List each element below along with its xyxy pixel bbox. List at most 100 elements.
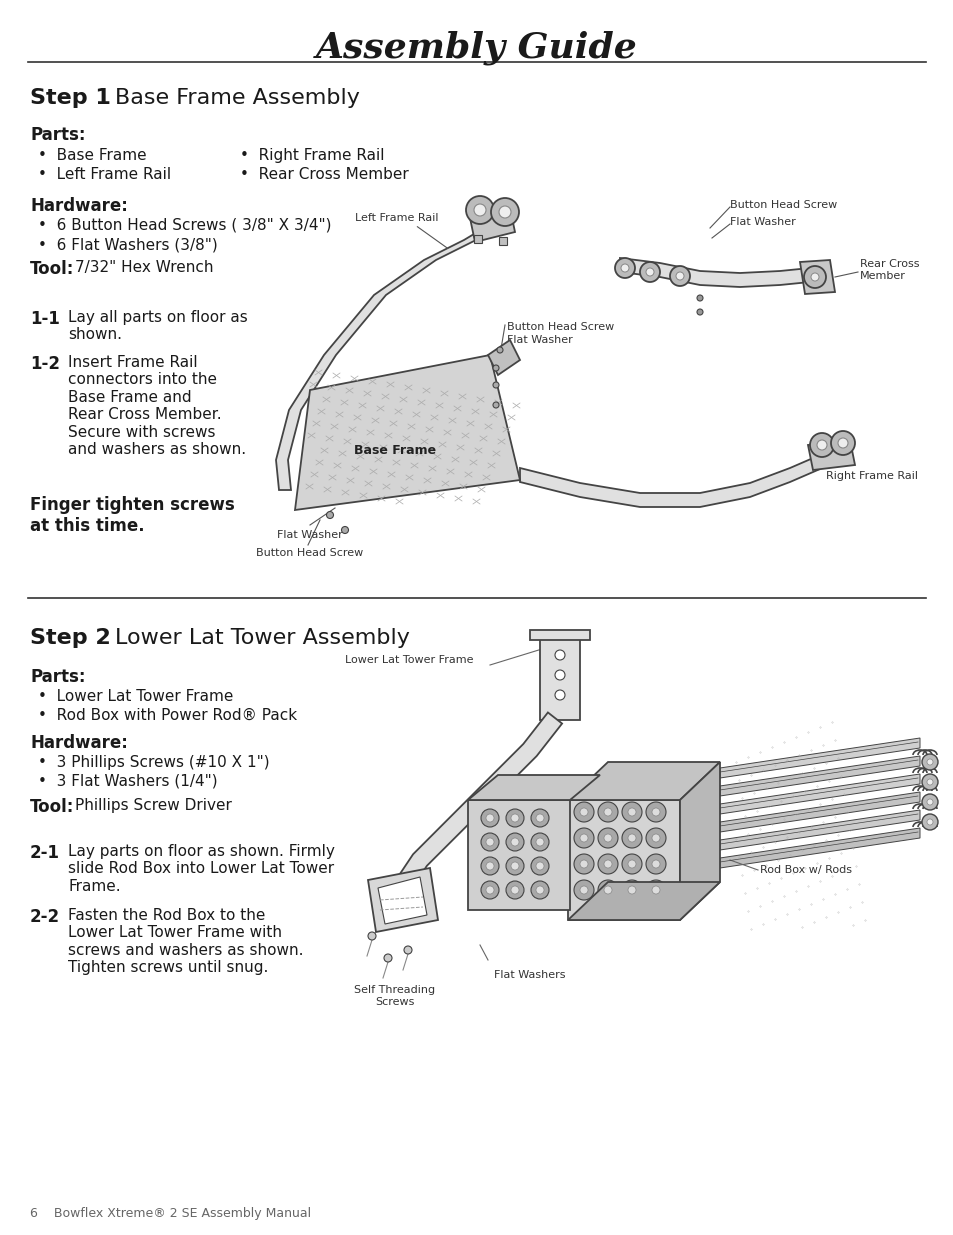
Circle shape	[574, 853, 594, 874]
Circle shape	[639, 262, 659, 282]
Circle shape	[493, 403, 498, 408]
Circle shape	[493, 366, 498, 370]
Polygon shape	[368, 868, 437, 932]
Text: Tool:: Tool:	[30, 798, 74, 816]
Circle shape	[384, 953, 392, 962]
Text: 6    Bowflex Xtreme® 2 SE Assembly Manual: 6 Bowflex Xtreme® 2 SE Assembly Manual	[30, 1207, 311, 1220]
Circle shape	[926, 779, 932, 785]
Circle shape	[645, 802, 665, 823]
Circle shape	[485, 814, 494, 823]
Circle shape	[498, 206, 511, 219]
Text: Button Head Screw: Button Head Screw	[256, 548, 363, 558]
Text: •  6 Button Head Screws ( 3/8" X 3/4"): • 6 Button Head Screws ( 3/8" X 3/4")	[38, 219, 331, 233]
Circle shape	[579, 808, 587, 816]
Circle shape	[485, 862, 494, 869]
Polygon shape	[807, 440, 854, 471]
Circle shape	[536, 885, 543, 894]
Circle shape	[645, 881, 665, 900]
Text: Right Frame Rail: Right Frame Rail	[825, 471, 917, 480]
Text: 2-2: 2-2	[30, 908, 60, 926]
Circle shape	[810, 273, 818, 282]
Text: Parts:: Parts:	[30, 126, 86, 144]
Circle shape	[620, 264, 628, 272]
Polygon shape	[539, 635, 579, 720]
Text: Base Frame: Base Frame	[354, 443, 436, 457]
Circle shape	[555, 671, 564, 680]
Circle shape	[511, 814, 518, 823]
Circle shape	[921, 794, 937, 810]
Circle shape	[603, 885, 612, 894]
Polygon shape	[470, 207, 515, 242]
Circle shape	[403, 946, 412, 953]
Circle shape	[651, 860, 659, 868]
Circle shape	[598, 853, 618, 874]
Circle shape	[621, 881, 641, 900]
Circle shape	[651, 885, 659, 894]
Polygon shape	[720, 756, 919, 797]
Text: Rear Cross
Member: Rear Cross Member	[859, 259, 919, 280]
Polygon shape	[294, 354, 519, 510]
Text: Fasten the Rod Box to the
Lower Lat Tower Frame with
screws and washers as shown: Fasten the Rod Box to the Lower Lat Towe…	[68, 908, 303, 976]
Circle shape	[485, 839, 494, 846]
Circle shape	[621, 853, 641, 874]
Text: 1-1: 1-1	[30, 310, 60, 329]
Text: Tool:: Tool:	[30, 261, 74, 278]
Circle shape	[926, 799, 932, 805]
Circle shape	[676, 272, 683, 280]
Circle shape	[921, 755, 937, 769]
Circle shape	[579, 885, 587, 894]
Polygon shape	[567, 800, 679, 920]
Circle shape	[627, 860, 636, 868]
Text: Button Head Screw: Button Head Screw	[729, 200, 837, 210]
Circle shape	[697, 295, 702, 301]
Text: Assembly Guide: Assembly Guide	[315, 31, 638, 65]
Circle shape	[926, 760, 932, 764]
Circle shape	[579, 834, 587, 842]
Circle shape	[341, 526, 348, 534]
Circle shape	[326, 511, 334, 519]
Circle shape	[669, 266, 689, 287]
Text: •  6 Flat Washers (3/8"): • 6 Flat Washers (3/8")	[38, 237, 217, 252]
Circle shape	[480, 881, 498, 899]
Text: Flat Washer: Flat Washer	[729, 217, 795, 227]
Circle shape	[491, 198, 518, 226]
Polygon shape	[720, 792, 919, 832]
Text: 1-2: 1-2	[30, 354, 60, 373]
Text: Hardware:: Hardware:	[30, 198, 128, 215]
Circle shape	[603, 808, 612, 816]
Circle shape	[531, 832, 548, 851]
Polygon shape	[800, 261, 834, 294]
Polygon shape	[619, 258, 809, 287]
Text: Flat Washer: Flat Washer	[276, 530, 342, 540]
Bar	[474, 235, 481, 243]
Polygon shape	[530, 630, 589, 640]
Circle shape	[816, 440, 826, 450]
Text: Flat Washers: Flat Washers	[494, 969, 565, 981]
Circle shape	[809, 433, 833, 457]
Text: Step 1: Step 1	[30, 88, 111, 107]
Text: •  Left Frame Rail: • Left Frame Rail	[38, 167, 171, 182]
Circle shape	[536, 862, 543, 869]
Text: Lower Lat Tower Assembly: Lower Lat Tower Assembly	[115, 629, 410, 648]
Text: Rod Box w/ Rods: Rod Box w/ Rods	[760, 864, 851, 876]
Polygon shape	[720, 739, 919, 778]
Circle shape	[555, 690, 564, 700]
Polygon shape	[720, 827, 919, 868]
Text: Lay parts on floor as shown. Firmly
slide Rod Box into Lower Lat Tower
Frame.: Lay parts on floor as shown. Firmly slid…	[68, 844, 335, 894]
Circle shape	[574, 881, 594, 900]
Polygon shape	[468, 800, 569, 910]
Text: 7/32" Hex Wrench: 7/32" Hex Wrench	[75, 261, 213, 275]
Polygon shape	[720, 810, 919, 850]
Circle shape	[830, 431, 854, 454]
Text: Finger tighten screws
at this time.: Finger tighten screws at this time.	[30, 496, 234, 535]
Text: Lay all parts on floor as
shown.: Lay all parts on floor as shown.	[68, 310, 248, 342]
Text: 2-1: 2-1	[30, 844, 60, 862]
Polygon shape	[519, 454, 820, 508]
Circle shape	[531, 857, 548, 876]
Text: Parts:: Parts:	[30, 668, 86, 685]
Circle shape	[505, 809, 523, 827]
Circle shape	[493, 382, 498, 388]
Text: •  Right Frame Rail: • Right Frame Rail	[240, 148, 384, 163]
Circle shape	[555, 650, 564, 659]
Polygon shape	[377, 877, 427, 924]
